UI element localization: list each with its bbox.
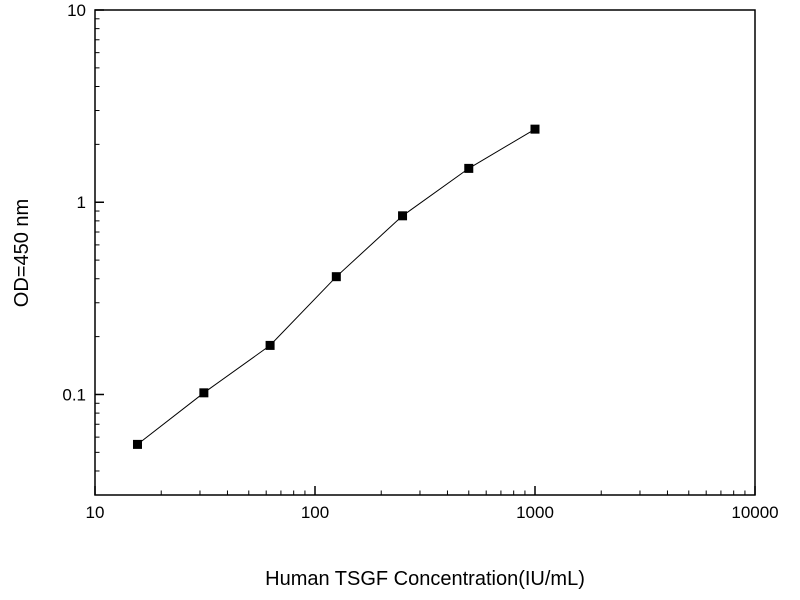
y-tick-label: 1 (77, 193, 86, 212)
x-tick-label: 10 (86, 503, 105, 522)
data-point (530, 124, 540, 134)
x-tick-label: 10000 (731, 503, 778, 522)
data-point (331, 272, 341, 282)
y-tick-label: 10 (67, 1, 86, 20)
data-point (199, 388, 209, 398)
x-tick-label: 100 (301, 503, 329, 522)
x-axis-label: Human TSGF Concentration(IU/mL) (265, 568, 585, 590)
x-tick-label: 1000 (516, 503, 554, 522)
series-line (137, 128, 536, 445)
data-point (398, 211, 408, 221)
y-axis-label: OD=450 nm (11, 199, 33, 307)
y-tick-label: 0.1 (62, 385, 86, 404)
plot-frame (94, 9, 756, 496)
data-point (132, 439, 142, 449)
data-point (464, 163, 474, 173)
data-point (265, 340, 275, 350)
